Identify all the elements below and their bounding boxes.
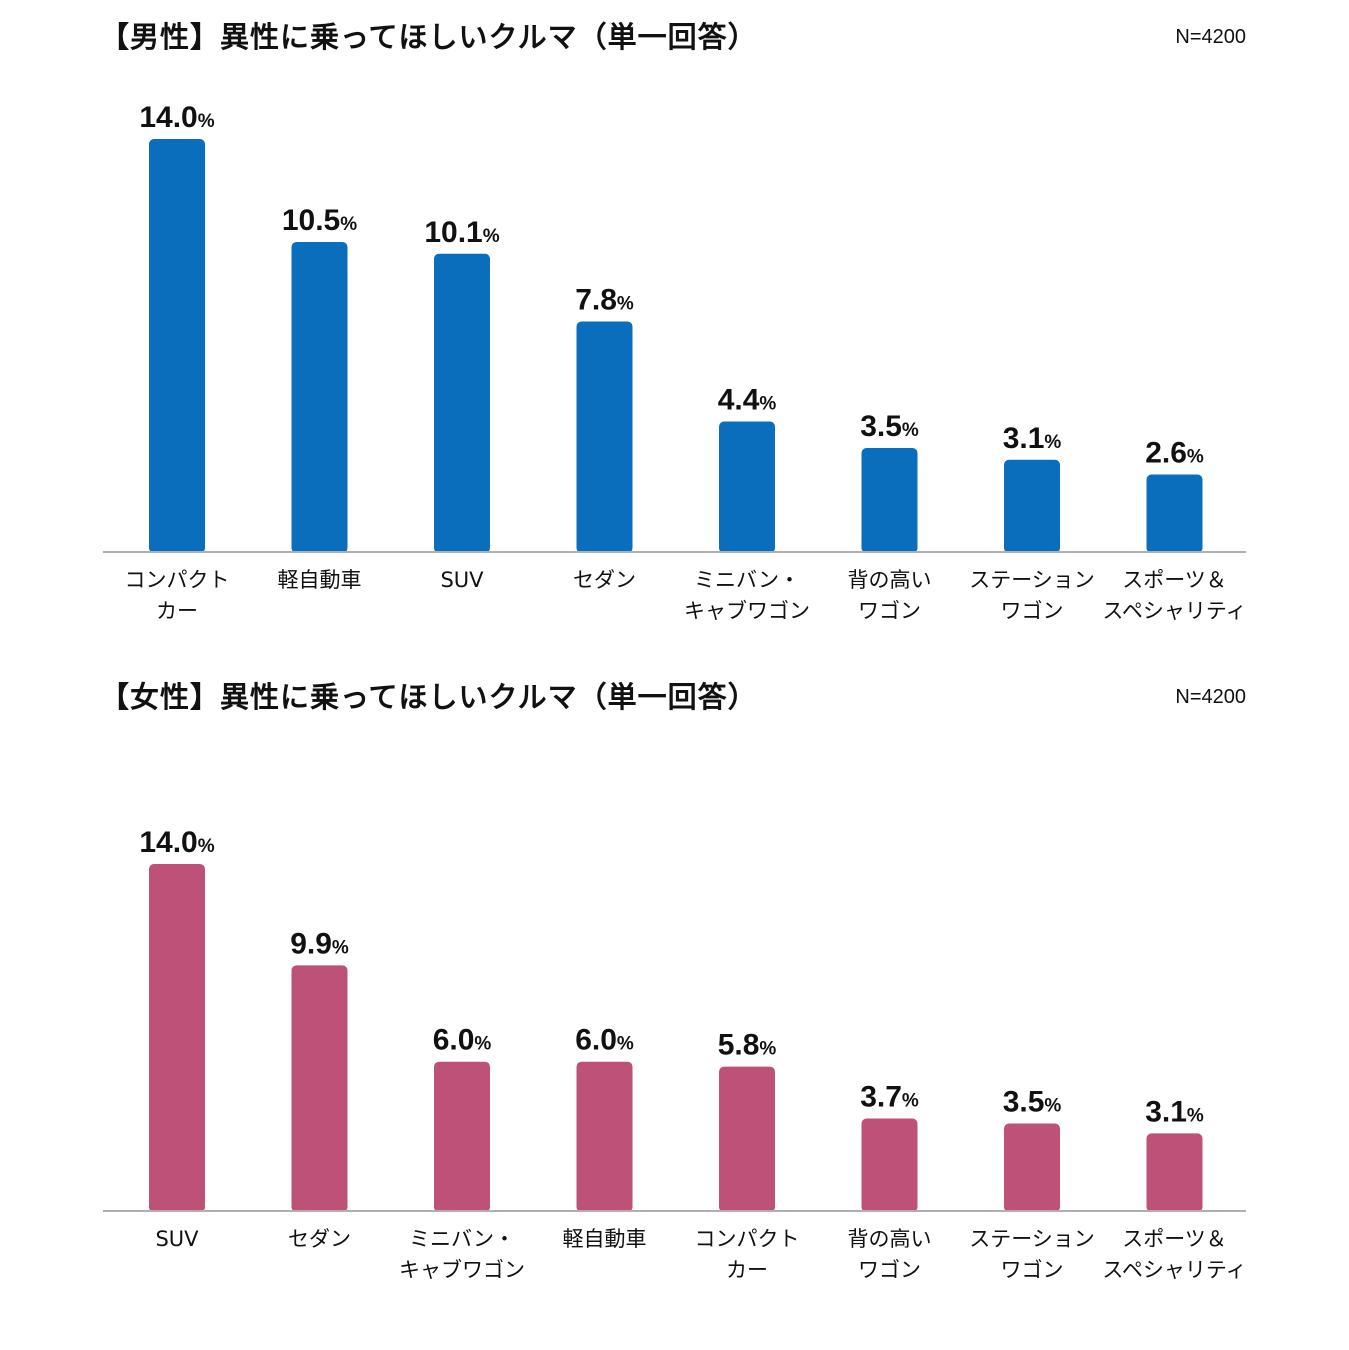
category-label: セダン	[288, 1227, 351, 1251]
category-label: ミニバン・キャブワゴン	[399, 1227, 525, 1282]
bar-value-label: 2.6%	[1145, 436, 1204, 469]
bar	[861, 448, 918, 553]
bar	[1146, 1133, 1203, 1212]
female-bar-chart: 14.0% SUV 9.9% セダン 6.0% ミニバン・キャブワゴン 6.0% 軽自動車 5.…	[103, 826, 1247, 1282]
bar-value-label: 6.0%	[433, 1024, 492, 1057]
bar-value-label: 14.0%	[139, 826, 214, 859]
category-label: セダン	[573, 568, 636, 592]
bar	[719, 1066, 775, 1212]
bar-value-label: 3.5%	[1003, 1086, 1062, 1119]
bar-value-label: 3.5%	[860, 410, 919, 443]
category-label: スポーツ＆スペシャリティ	[1102, 1227, 1246, 1282]
sample-size: N=4200	[1175, 686, 1246, 708]
bar-value-label: 14.0%	[139, 101, 214, 134]
category-label: 背の高いワゴン	[848, 1227, 932, 1282]
bar	[1004, 1123, 1060, 1212]
bar-value-label: 3.1%	[1145, 1095, 1204, 1128]
chart-title: 【男性】異性に乗ってほしいクルマ（単一回答）	[100, 20, 758, 54]
bar	[1146, 474, 1203, 553]
bar-value-label: 4.4%	[718, 384, 777, 417]
category-label: 軽自動車	[278, 568, 362, 592]
bar	[149, 139, 205, 553]
category-label: ステーションワゴン	[969, 568, 1095, 623]
bar-value-label: 3.7%	[860, 1081, 919, 1114]
chart-title: 【女性】異性に乗ってほしいクルマ（単一回答）	[100, 680, 758, 714]
category-label: 背の高いワゴン	[848, 568, 932, 623]
bar-value-label: 10.1%	[424, 216, 499, 249]
bar-value-label: 6.0%	[575, 1024, 634, 1057]
bar	[291, 965, 348, 1212]
bar	[1004, 459, 1060, 553]
bar-value-label: 7.8%	[575, 283, 634, 316]
category-label: SUV	[440, 568, 484, 592]
bar	[576, 1061, 633, 1212]
bar-value-label: 5.8%	[718, 1029, 777, 1062]
category-label: コンパクトカー	[125, 568, 230, 623]
category-label: コンパクトカー	[695, 1227, 800, 1282]
category-label: SUV	[155, 1227, 199, 1251]
bar	[719, 421, 775, 553]
bar-value-label: 10.5%	[282, 204, 357, 237]
category-label: ステーションワゴン	[969, 1227, 1095, 1282]
category-label: ミニバン・キャブワゴン	[684, 568, 810, 623]
bar	[434, 253, 490, 553]
male-chart-panel: 【男性】異性に乗ってほしいクルマ（単一回答） N=4200 14.0% コンパクト…	[0, 0, 1349, 660]
category-label: 軽自動車	[563, 1227, 647, 1251]
bar	[434, 1061, 490, 1212]
bar	[149, 864, 205, 1212]
bar	[291, 242, 348, 553]
category-label: スポーツ＆スペシャリティ	[1102, 568, 1246, 623]
bar	[576, 321, 633, 553]
sample-size: N=4200	[1175, 26, 1246, 48]
bar-value-label: 3.1%	[1003, 422, 1062, 455]
bar	[861, 1118, 918, 1212]
male-bar-chart: 14.0% コンパクトカー 10.5% 軽自動車 10.1% SUV 7.8% セダン 4.4%…	[103, 101, 1247, 623]
female-chart-panel: 【女性】異性に乗ってほしいクルマ（単一回答） N=4200 14.0% SUV 9.…	[0, 660, 1349, 1350]
bar-value-label: 9.9%	[290, 927, 349, 960]
